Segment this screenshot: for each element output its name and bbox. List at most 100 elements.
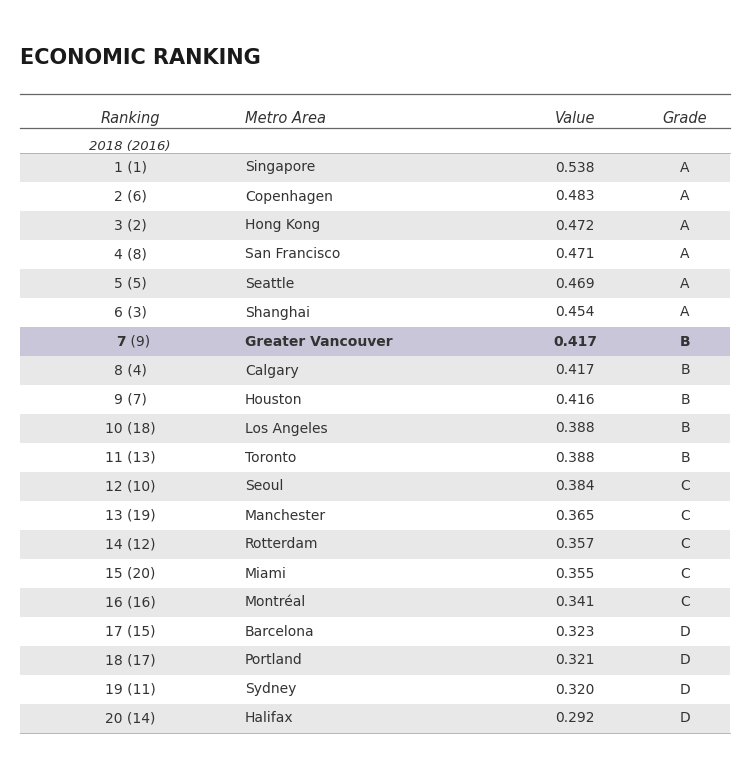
Text: 0.472: 0.472	[555, 218, 595, 233]
Text: C: C	[680, 480, 690, 493]
Bar	[20, 617, 730, 646]
Text: 0.341: 0.341	[555, 595, 595, 610]
Text: Calgary: Calgary	[245, 364, 298, 378]
Text: 0.388: 0.388	[555, 421, 595, 436]
Text: Copenhagen: Copenhagen	[245, 189, 333, 204]
Text: B: B	[680, 392, 690, 407]
Text: Houston: Houston	[245, 392, 302, 407]
Text: 0.417: 0.417	[553, 335, 597, 349]
Text: 0.292: 0.292	[555, 712, 595, 725]
Text: B: B	[680, 421, 690, 436]
Text: B: B	[680, 364, 690, 378]
Text: 0.321: 0.321	[555, 653, 595, 667]
Text: 6 (3): 6 (3)	[113, 306, 146, 319]
Bar	[20, 675, 730, 704]
Text: 0.417: 0.417	[555, 364, 595, 378]
Bar	[20, 211, 730, 240]
Text: Montréal: Montréal	[245, 595, 306, 610]
Text: 0.483: 0.483	[555, 189, 595, 204]
Bar	[20, 356, 730, 385]
Text: C: C	[680, 595, 690, 610]
Text: 7: 7	[116, 335, 126, 349]
Text: San Francisco: San Francisco	[245, 247, 340, 261]
Text: A: A	[680, 161, 690, 175]
Text: 0.323: 0.323	[555, 624, 595, 639]
Text: 0.454: 0.454	[555, 306, 595, 319]
Bar	[20, 530, 730, 559]
Text: C: C	[680, 509, 690, 522]
Text: A: A	[680, 189, 690, 204]
Text: 2018 (2016): 2018 (2016)	[89, 140, 171, 153]
Text: C: C	[680, 538, 690, 552]
Text: A: A	[680, 247, 690, 261]
Text: Value: Value	[555, 111, 596, 126]
Text: C: C	[680, 567, 690, 581]
Bar	[20, 298, 730, 327]
Text: 0.471: 0.471	[555, 247, 595, 261]
Text: 0.365: 0.365	[555, 509, 595, 522]
Text: D: D	[680, 683, 690, 696]
Text: 0.416: 0.416	[555, 392, 595, 407]
Text: B: B	[680, 335, 690, 349]
Text: (9): (9)	[126, 335, 150, 349]
Bar	[20, 704, 730, 733]
Text: 0.320: 0.320	[555, 683, 595, 696]
Bar	[20, 414, 730, 443]
Text: Metro Area: Metro Area	[245, 111, 326, 126]
Text: 11 (13): 11 (13)	[105, 450, 155, 464]
Bar	[20, 559, 730, 588]
Text: Miami: Miami	[245, 567, 286, 581]
Bar	[20, 269, 730, 298]
Text: Sydney: Sydney	[245, 683, 296, 696]
Bar	[20, 472, 730, 501]
Text: Los Angeles: Los Angeles	[245, 421, 328, 436]
Text: 0.388: 0.388	[555, 450, 595, 464]
Text: 2 (6): 2 (6)	[113, 189, 146, 204]
Text: 4 (8): 4 (8)	[113, 247, 146, 261]
Text: Rotterdam: Rotterdam	[245, 538, 319, 552]
Bar	[20, 501, 730, 530]
Text: 5 (5): 5 (5)	[114, 277, 146, 290]
Text: D: D	[680, 624, 690, 639]
Text: 18 (17): 18 (17)	[105, 653, 155, 667]
Text: 0.538: 0.538	[555, 161, 595, 175]
Text: 15 (20): 15 (20)	[105, 567, 155, 581]
Text: 12 (10): 12 (10)	[105, 480, 155, 493]
Text: Greater Vancouver: Greater Vancouver	[245, 335, 393, 349]
Bar	[20, 443, 730, 472]
Text: 13 (19): 13 (19)	[105, 509, 155, 522]
Bar	[20, 385, 730, 414]
Text: Shanghai: Shanghai	[245, 306, 310, 319]
Text: 0.384: 0.384	[555, 480, 595, 493]
Text: 3 (2): 3 (2)	[114, 218, 146, 233]
Bar	[20, 327, 730, 356]
Text: 10 (18): 10 (18)	[105, 421, 155, 436]
Text: A: A	[680, 218, 690, 233]
Text: 16 (16): 16 (16)	[104, 595, 155, 610]
Text: Manchester: Manchester	[245, 509, 326, 522]
Text: D: D	[680, 712, 690, 725]
Text: Hong Kong: Hong Kong	[245, 218, 320, 233]
Text: 14 (12): 14 (12)	[105, 538, 155, 552]
Text: 0.469: 0.469	[555, 277, 595, 290]
Text: 9 (7): 9 (7)	[113, 392, 146, 407]
Text: Seoul: Seoul	[245, 480, 284, 493]
Text: 0.355: 0.355	[555, 567, 595, 581]
Text: 17 (15): 17 (15)	[105, 624, 155, 639]
Text: Seattle: Seattle	[245, 277, 294, 290]
Bar	[20, 182, 730, 211]
Text: B: B	[680, 450, 690, 464]
Bar	[20, 646, 730, 675]
Text: ECONOMIC RANKING: ECONOMIC RANKING	[20, 48, 261, 68]
Bar	[20, 588, 730, 617]
Text: A: A	[680, 306, 690, 319]
Bar	[20, 153, 730, 182]
Text: D: D	[680, 653, 690, 667]
Text: Grade: Grade	[663, 111, 707, 126]
Text: Portland: Portland	[245, 653, 303, 667]
Text: Ranking: Ranking	[100, 111, 160, 126]
Bar	[20, 240, 730, 269]
Text: 8 (4): 8 (4)	[113, 364, 146, 378]
Text: 1 (1): 1 (1)	[113, 161, 146, 175]
Text: Halifax: Halifax	[245, 712, 294, 725]
